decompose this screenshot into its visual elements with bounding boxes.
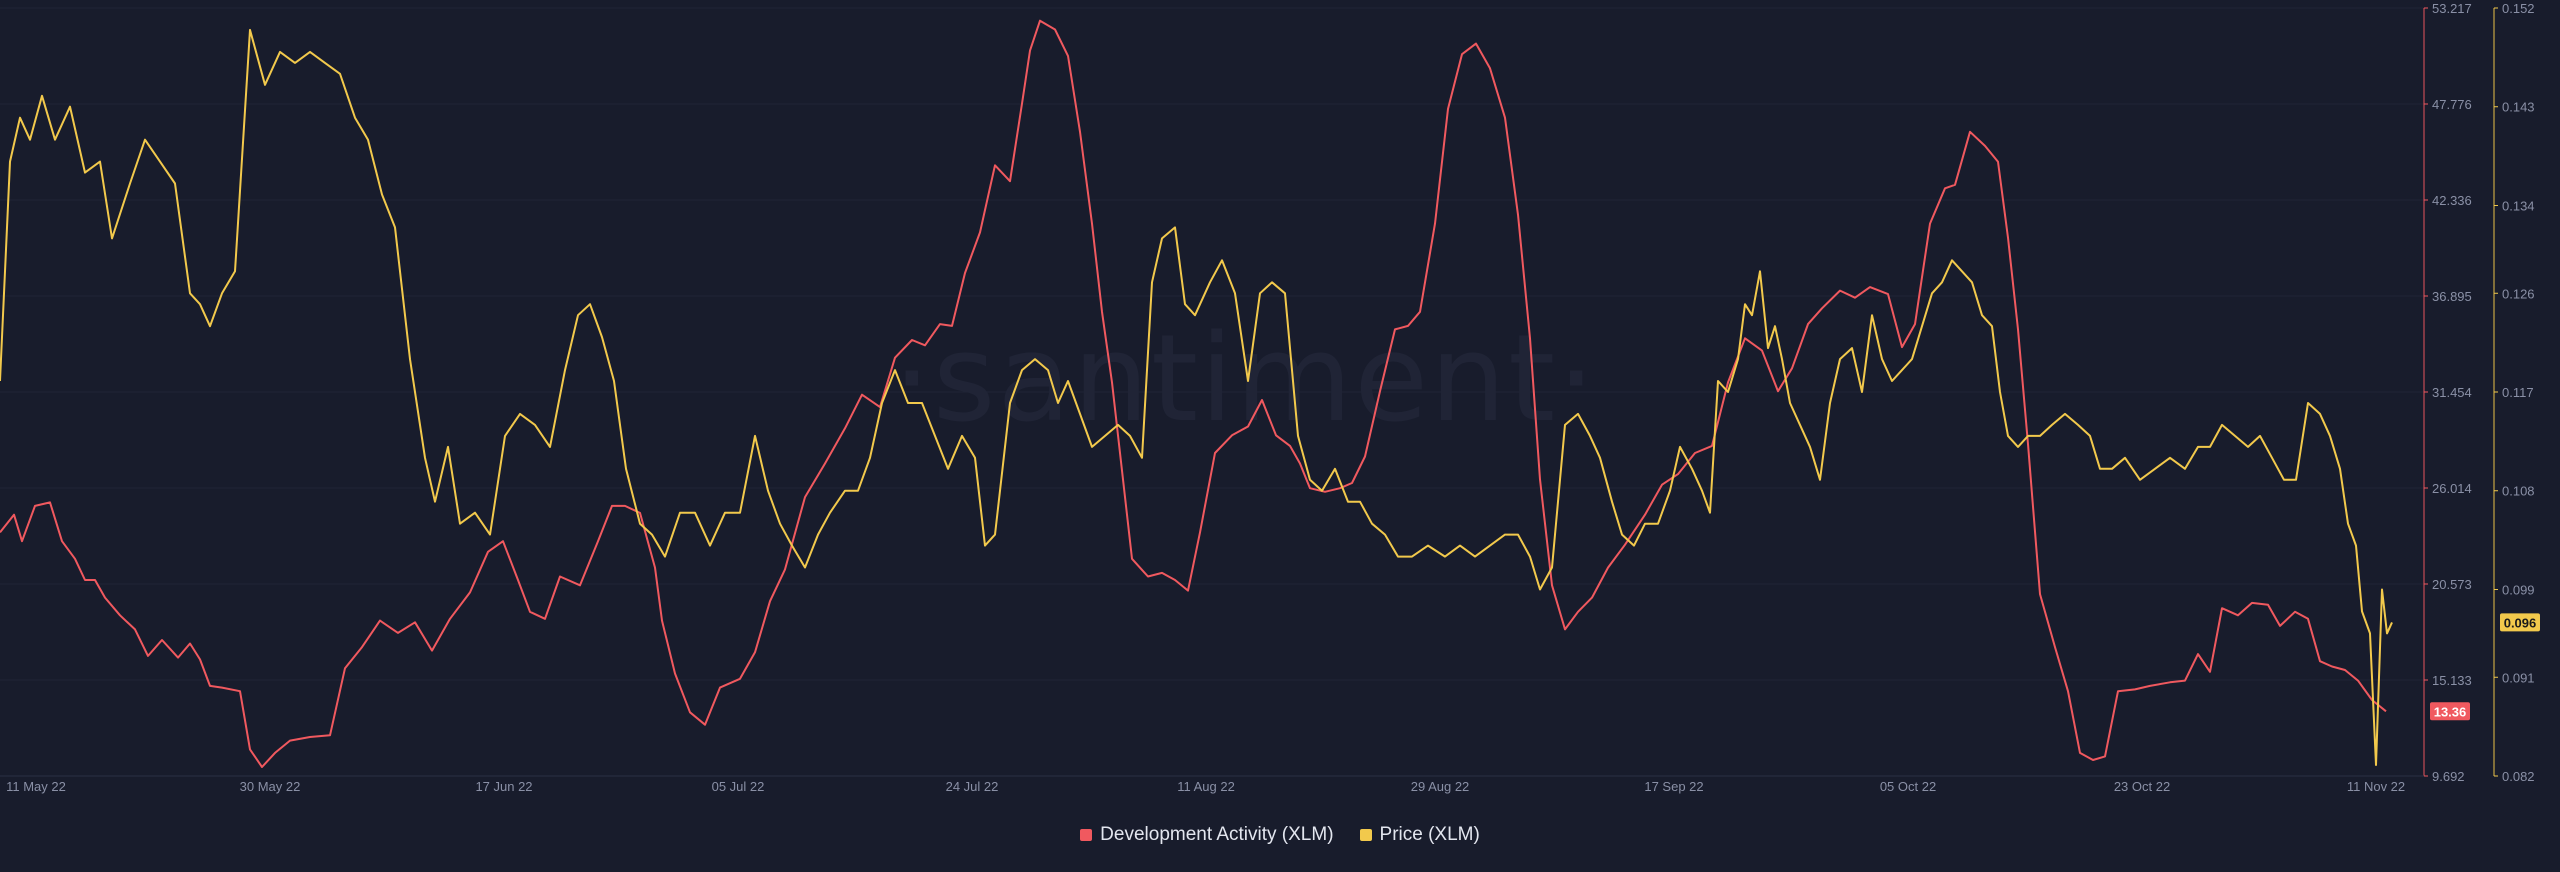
y-right-tick-label: 0.108 xyxy=(2502,484,2535,499)
legend-label-development-activity: Development Activity (XLM) xyxy=(1100,824,1334,845)
y-left-tick-label: 26.014 xyxy=(2432,481,2472,496)
badge-background xyxy=(2430,702,2470,721)
y-right-tick-label: 0.126 xyxy=(2502,286,2535,301)
x-axis: 11 May 22 30 May 22 17 Jun 22 05 Jul 22 24 J… xyxy=(6,779,2405,794)
legend-swatch-development-activity xyxy=(1080,829,1093,841)
y-left-tick-label: 47.776 xyxy=(2432,97,2472,112)
y-left-tick-label: 36.895 xyxy=(2432,289,2472,304)
y-right-tick-label: 0.152 xyxy=(2502,1,2535,16)
y-left-tick-label: 20.573 xyxy=(2432,577,2472,592)
series-line-price xyxy=(0,28,2393,766)
y-left-tick-label: 9.692 xyxy=(2432,769,2465,784)
y-axis-right: 0.152 0.143 0.134 0.126 0.117 0.108 0.099 0.091… xyxy=(2494,1,2535,784)
y-right-tick-label: 0.143 xyxy=(2502,100,2535,115)
y-left-tick-label: 15.133 xyxy=(2432,673,2472,688)
x-tick-label: 11 Aug 22 xyxy=(1177,779,1235,794)
x-tick-label: 29 Aug 22 xyxy=(1411,779,1470,794)
last-value-badge-price: 0.096 xyxy=(2500,613,2540,632)
legend-item-price[interactable]: Price (XLM) xyxy=(1359,824,1480,846)
y-right-tick-label: 0.082 xyxy=(2502,769,2535,784)
x-tick-label: 05 Oct 22 xyxy=(1880,779,1936,794)
badge-value: 0.096 xyxy=(2504,615,2537,630)
legend: Development Activity (XLM) Price (XLM) xyxy=(0,820,2560,850)
y-left-tick-label: 31.454 xyxy=(2432,385,2472,400)
legend-item-development-activity[interactable]: Development Activity (XLM) xyxy=(1080,824,1334,846)
grid-lines xyxy=(0,7,2424,777)
legend-swatch-price xyxy=(1359,829,1372,841)
x-tick-label: 17 Jun 22 xyxy=(475,779,532,794)
x-tick-label: 30 May 22 xyxy=(240,779,301,794)
x-tick-label: 17 Sep 22 xyxy=(1644,779,1703,794)
badge-background xyxy=(2500,613,2540,632)
y-axis-left: 53.217 47.776 42.336 36.895 31.454 26.014 20.5… xyxy=(2424,1,2472,784)
last-value-badges: 13.36 0.096 xyxy=(2430,613,2540,721)
santiment-watermark: ·santiment· xyxy=(893,310,1598,449)
x-tick-label: 23 Oct 22 xyxy=(2114,779,2170,794)
y-left-tick-label: 53.217 xyxy=(2432,1,2472,16)
y-right-tick-label: 0.134 xyxy=(2502,198,2535,213)
y-right-tick-label: 0.117 xyxy=(2502,385,2534,400)
badge-value: 13.36 xyxy=(2434,704,2467,719)
x-tick-label: 11 Nov 22 xyxy=(2347,779,2405,794)
series-layer xyxy=(0,19,2393,768)
series-line-development-activity xyxy=(0,19,2387,768)
y-left-tick-label: 42.336 xyxy=(2432,193,2472,208)
y-right-tick-label: 0.099 xyxy=(2502,582,2535,597)
y-right-tick-label: 0.091 xyxy=(2502,670,2535,685)
x-tick-label: 11 May 22 xyxy=(6,779,66,794)
legend-label-price: Price (XLM) xyxy=(1379,824,1480,845)
x-tick-label: 05 Jul 22 xyxy=(712,779,765,794)
last-value-badge-development-activity: 13.36 xyxy=(2430,702,2470,721)
x-tick-label: 24 Jul 22 xyxy=(946,779,999,794)
